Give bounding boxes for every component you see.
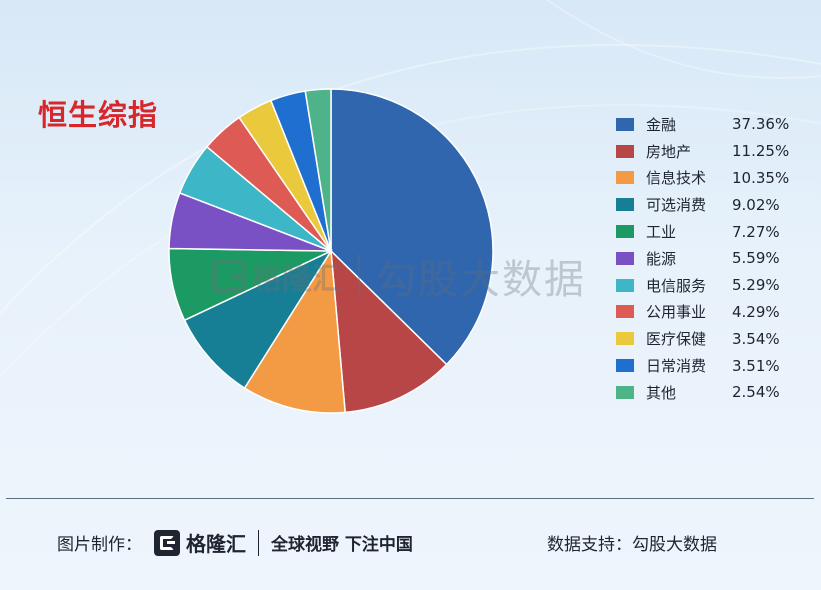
footer-divider	[6, 498, 814, 499]
legend-swatch	[616, 332, 634, 346]
gelonghui-logo-icon	[212, 259, 246, 293]
legend-item: 公用事业 4.29%	[616, 299, 802, 326]
legend-value: 11.25%	[732, 142, 790, 161]
gelonghui-logo-icon	[154, 529, 180, 556]
legend-swatch	[616, 225, 634, 239]
watermark-text: 勾股大数据	[376, 257, 586, 303]
legend-label: 其他	[646, 383, 677, 402]
legend-item: 信息技术 10.35%	[616, 165, 802, 192]
footer-source: 数据支持：勾股大数据	[547, 530, 717, 555]
watermark-brand: 格隆汇	[252, 262, 342, 297]
legend-value: 2.54%	[732, 383, 780, 402]
watermark: 格隆汇 勾股大数据	[212, 248, 586, 304]
credit-label: 图片制作：	[57, 535, 142, 555]
legend-swatch	[616, 144, 634, 158]
legend-label: 公用事业	[646, 303, 707, 322]
legend-swatch	[616, 278, 634, 292]
legend-swatch	[616, 117, 634, 131]
legend-value: 5.59%	[732, 249, 780, 268]
legend-value: 7.27%	[732, 222, 780, 241]
legend-item: 日常消费 3.51%	[616, 352, 802, 379]
legend-label: 日常消费	[646, 357, 707, 376]
chart-legend: 金融 37.36% 房地产 11.25% 信息技术 10.35% 可选消费 9.02% 工业 7.…	[616, 111, 802, 406]
legend-item: 能源 5.59%	[616, 245, 802, 272]
watermark-logo: 格隆汇	[212, 254, 342, 298]
pie-slice-1	[330, 88, 494, 366]
chart-title: 恒生综指	[38, 98, 159, 132]
legend-item: 工业 7.27%	[616, 218, 802, 245]
legend-label: 工业	[646, 223, 677, 242]
legend-value: 3.51%	[732, 356, 780, 375]
legend-item: 可选消费 9.02%	[616, 191, 802, 218]
footer-separator	[258, 529, 259, 556]
legend-label: 金融	[646, 115, 677, 134]
legend-value: 3.54%	[732, 329, 780, 348]
legend-swatch	[616, 385, 634, 399]
legend-label: 房地产	[646, 142, 692, 161]
pie-slice-3	[243, 248, 346, 414]
legend-value: 37.36%	[732, 115, 790, 134]
legend-value: 9.02%	[732, 195, 780, 214]
pie-slice-11	[304, 88, 332, 252]
legend-item: 其他 2.54%	[616, 379, 802, 406]
legend-label: 可选消费	[646, 196, 707, 215]
brand-name: 格隆汇	[186, 532, 246, 556]
legend-swatch	[616, 359, 634, 373]
legend-label: 医疗保健	[646, 330, 707, 349]
legend-value: 5.29%	[732, 276, 780, 295]
legend-item: 金融 37.36%	[616, 111, 802, 138]
source-label: 数据支持：	[547, 535, 632, 555]
slogan: 全球视野 下注中国	[271, 535, 413, 555]
legend-swatch	[616, 251, 634, 265]
pie-slice-4	[183, 249, 334, 390]
legend-swatch	[616, 198, 634, 212]
legend-swatch	[616, 171, 634, 185]
pie-chart	[168, 88, 494, 414]
footer-credit: 图片制作： 格隆汇 全球视野 下注中国	[57, 528, 413, 557]
legend-item: 电信服务 5.29%	[616, 272, 802, 299]
legend-label: 电信服务	[646, 276, 707, 295]
source-name: 勾股大数据	[632, 535, 717, 555]
legend-swatch	[616, 305, 634, 319]
legend-label: 信息技术	[646, 169, 707, 188]
pie-slice-2	[330, 249, 448, 414]
legend-label: 能源	[646, 249, 677, 268]
legend-item: 医疗保健 3.54%	[616, 325, 802, 352]
legend-value: 4.29%	[732, 302, 780, 321]
watermark-divider	[358, 254, 360, 298]
legend-item: 房地产 11.25%	[616, 138, 802, 165]
legend-value: 10.35%	[732, 168, 790, 187]
